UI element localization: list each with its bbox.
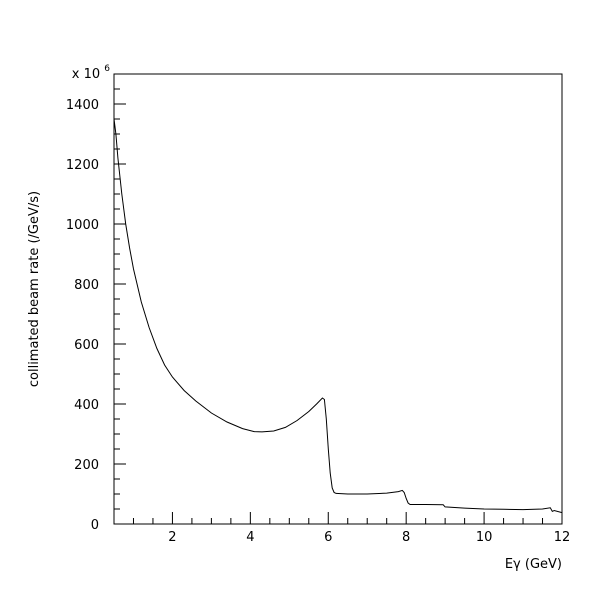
x-tick-label: 2 xyxy=(168,530,176,545)
y-tick-label: 400 xyxy=(74,398,99,413)
beam-rate-series-line xyxy=(113,118,563,514)
axis-ticks xyxy=(113,73,563,525)
y-tick-label: 800 xyxy=(74,278,99,293)
y-tick-label: 1000 xyxy=(66,218,99,233)
x-tick-label: 10 xyxy=(476,530,493,545)
y-tick-label: 0 xyxy=(91,518,99,533)
y-tick-label: 1200 xyxy=(66,158,99,173)
plot-frame xyxy=(113,73,563,525)
x-tick-label: 8 xyxy=(402,530,410,545)
x-tick-label: 4 xyxy=(246,530,254,545)
y-tick-label: 1400 xyxy=(66,98,99,113)
x-axis-label: Eγ (GeV) xyxy=(505,557,562,572)
x-tick-label: 12 xyxy=(554,530,571,545)
tick-labels: 2 4 6 8 10 12 0 200 400 600 800 1000 1200 1400 xyxy=(66,98,570,545)
y-tick-label: 200 xyxy=(74,458,99,473)
y-tick-label: 600 xyxy=(74,338,99,353)
x-tick-label: 6 xyxy=(324,530,332,545)
y-axis-label: collimated beam rate (/GeV/s) xyxy=(27,191,42,387)
y-multiplier-base: x 10 xyxy=(72,67,100,82)
y-multiplier-exponent: 6 xyxy=(104,64,110,74)
y-multiplier-label: x 10 6 xyxy=(72,64,111,82)
